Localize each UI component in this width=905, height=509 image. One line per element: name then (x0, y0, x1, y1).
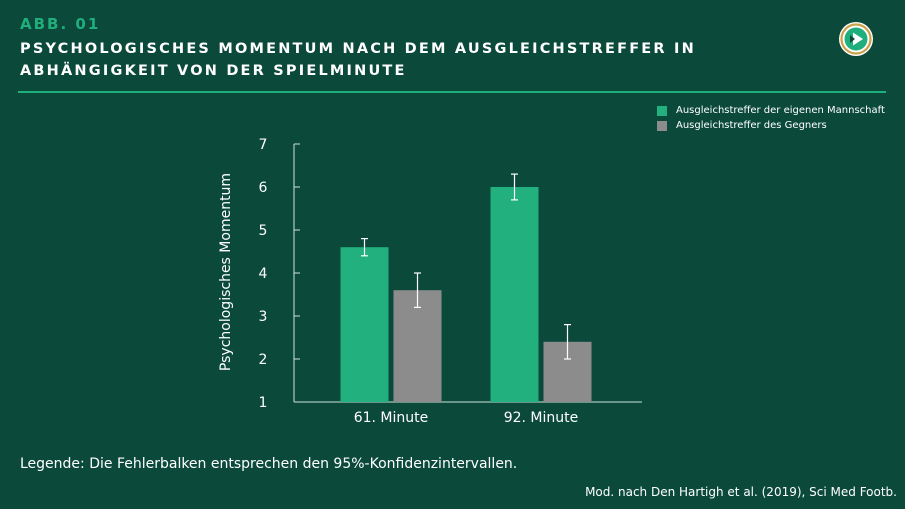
bar-own-team (490, 187, 539, 402)
x-tick-label: 92. Minute (504, 410, 579, 426)
y-axis-label: Psychologisches Momentum (218, 173, 234, 371)
legend-item-opponent: Ausgleichstreffer des Gegners (657, 118, 885, 133)
dfb-logo-icon (839, 22, 873, 56)
legend-swatch-opponent (657, 120, 667, 131)
chart-title: PSYCHOLOGISCHES MOMENTUM NACH DEM AUSGLE… (20, 38, 800, 82)
bar-opponent (393, 290, 442, 402)
bar-own-team (340, 247, 389, 402)
chart-title-line-2: ABHÄNGIGKEIT VON DER SPIELMINUTE (20, 63, 407, 79)
y-tick-label: 7 (259, 137, 268, 153)
error-bar-note: Legende: Die Fehlerbalken entsprechen de… (20, 456, 518, 472)
chart-legend: Ausgleichstreffer der eigenen Mannschaft… (657, 103, 885, 133)
y-tick-label: 3 (259, 309, 268, 325)
legend-label-opponent: Ausgleichstreffer des Gegners (676, 120, 827, 131)
y-tick-label: 4 (259, 266, 268, 282)
y-tick-label: 1 (259, 395, 268, 411)
legend-item-own-team: Ausgleichstreffer der eigenen Mannschaft (657, 103, 885, 118)
source-citation: Mod. nach Den Hartigh et al. (2019), Sci… (585, 485, 897, 499)
y-tick-label: 6 (259, 180, 268, 196)
y-tick-label: 2 (259, 352, 268, 368)
figure-label: ABB. 01 (20, 15, 101, 33)
y-tick-label: 5 (259, 223, 268, 239)
legend-label-own-team: Ausgleichstreffer der eigenen Mannschaft (676, 105, 885, 116)
header-divider (18, 91, 886, 93)
chart-title-line-1: PSYCHOLOGISCHES MOMENTUM NACH DEM AUSGLE… (20, 41, 696, 57)
x-tick-label: 61. Minute (354, 410, 429, 426)
legend-swatch-own-team (657, 105, 667, 116)
